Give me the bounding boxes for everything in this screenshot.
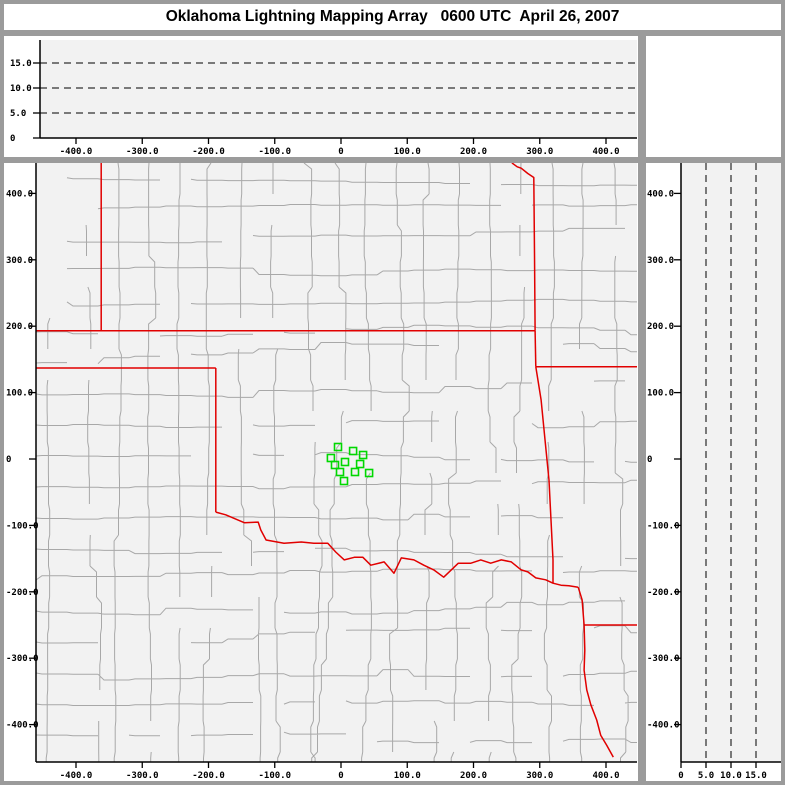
x-tick-label: 300.0 <box>526 771 553 781</box>
y-axis-ticks: 400.0 300.0 200.0 100.0 0 -100.0 -200.0 -300.0 -… <box>647 189 681 731</box>
x-tick-label: 200.0 <box>460 147 487 157</box>
x-tick-label: 0 <box>338 147 343 157</box>
y-tick-label: 10.0 <box>10 84 32 94</box>
y-tick-label: 100.0 <box>6 389 33 399</box>
y-tick-label: -400.0 <box>647 721 680 731</box>
y-tick-label: 200.0 <box>647 322 674 332</box>
station-marker <box>364 468 374 478</box>
y-tick-label: -200.0 <box>6 588 39 598</box>
y-tick-label: 0 <box>10 134 15 144</box>
altitude-gridlines <box>705 163 757 762</box>
plan-view-map-plot[interactable]: -400.0 -300.0 -200.0 -100.0 0 100.0 200.0 300.0… <box>4 163 638 781</box>
y-axis-ticks: 0 5.0 10.0 15.0 <box>10 59 40 144</box>
y-tick-label: 300.0 <box>6 256 33 266</box>
altitude-north-south-plot[interactable]: 0 5.0 10.0 15.0 400.0 300.0 200.0 100.0 0 -100.0 -… <box>646 163 781 781</box>
axis-lines <box>35 163 637 763</box>
y-axis-ticks: 400.0 300.0 200.0 100.0 0 -100.0 -200.0 -300.0 -… <box>6 189 39 730</box>
x-tick-label: -400.0 <box>60 147 93 157</box>
state-borders <box>36 163 637 758</box>
x-tick-label: 300.0 <box>526 147 553 157</box>
station-marker <box>330 460 340 470</box>
y-tick-label: -400.0 <box>6 721 39 731</box>
y-tick-label: 0 <box>6 455 11 465</box>
x-axis-ticks: 0 5.0 10.0 15.0 <box>678 762 767 781</box>
y-tick-label: 200.0 <box>6 322 33 332</box>
x-axis-ticks: -400.0 -300.0 -200.0 -100.0 0 100.0 200.0 300.0… <box>60 138 620 157</box>
panel-altitude-east-west[interactable]: -400.0 -300.0 -200.0 -100.0 0 100.0 200.0 300.0… <box>4 36 638 157</box>
x-tick-label: -100.0 <box>258 771 291 781</box>
x-tick-label: -400.0 <box>60 771 93 781</box>
x-tick-label: -300.0 <box>126 771 159 781</box>
x-tick-label: 0 <box>338 771 343 781</box>
station-marker <box>335 467 345 477</box>
x-tick-label: 15.0 <box>745 771 767 781</box>
station-marker <box>340 457 350 467</box>
x-tick-label: 100.0 <box>394 771 421 781</box>
plot-title: Oklahoma Lightning Mapping Array 0600 UT… <box>165 8 620 25</box>
altitude-gridlines <box>40 62 637 114</box>
y-tick-label: 0 <box>647 455 652 465</box>
x-tick-label: 0 <box>678 771 683 781</box>
y-tick-label: -300.0 <box>6 654 39 664</box>
station-marker <box>333 442 343 452</box>
y-tick-label: 300.0 <box>647 256 674 266</box>
x-tick-label: 100.0 <box>394 147 421 157</box>
station-marker <box>355 459 365 469</box>
axis-lines <box>39 40 637 139</box>
panel-altitude-north-south[interactable]: 0 5.0 10.0 15.0 400.0 300.0 200.0 100.0 0 -100.0 -… <box>646 163 781 781</box>
y-tick-label: 400.0 <box>647 189 674 199</box>
x-tick-label: 10.0 <box>720 771 742 781</box>
x-tick-label: 400.0 <box>592 147 619 157</box>
map-layers <box>36 163 637 762</box>
y-tick-label: -300.0 <box>647 654 680 664</box>
y-tick-label: 100.0 <box>647 389 674 399</box>
y-tick-label: 400.0 <box>6 189 33 199</box>
station-marker <box>339 476 349 486</box>
station-marker <box>350 467 360 477</box>
county-borders <box>36 163 637 762</box>
x-tick-label: 200.0 <box>460 771 487 781</box>
y-tick-label: 5.0 <box>10 109 26 119</box>
panel-blank-corner <box>646 36 781 157</box>
x-tick-label: -300.0 <box>126 147 159 157</box>
y-tick-label: -100.0 <box>647 521 680 531</box>
x-tick-label: -200.0 <box>192 147 225 157</box>
x-axis-ticks: -400.0 -300.0 -200.0 -100.0 0 100.0 200.0 300.0… <box>60 762 620 781</box>
x-tick-label: -100.0 <box>258 147 291 157</box>
x-tick-label: 5.0 <box>698 771 714 781</box>
station-marker <box>348 446 358 456</box>
axes <box>40 40 637 138</box>
y-tick-label: 15.0 <box>10 59 32 69</box>
station-marker <box>358 450 368 460</box>
x-tick-label: -200.0 <box>192 771 225 781</box>
lma-stations <box>326 442 374 486</box>
altitude-east-west-plot[interactable]: -400.0 -300.0 -200.0 -100.0 0 100.0 200.0 300.0… <box>4 36 638 157</box>
y-tick-label: -200.0 <box>647 588 680 598</box>
title-bar: Oklahoma Lightning Mapping Array 0600 UT… <box>4 4 781 30</box>
y-tick-label: -100.0 <box>6 521 39 531</box>
x-tick-label: 400.0 <box>592 771 619 781</box>
panel-plan-view[interactable]: -400.0 -300.0 -200.0 -100.0 0 100.0 200.0 300.0… <box>4 163 638 781</box>
